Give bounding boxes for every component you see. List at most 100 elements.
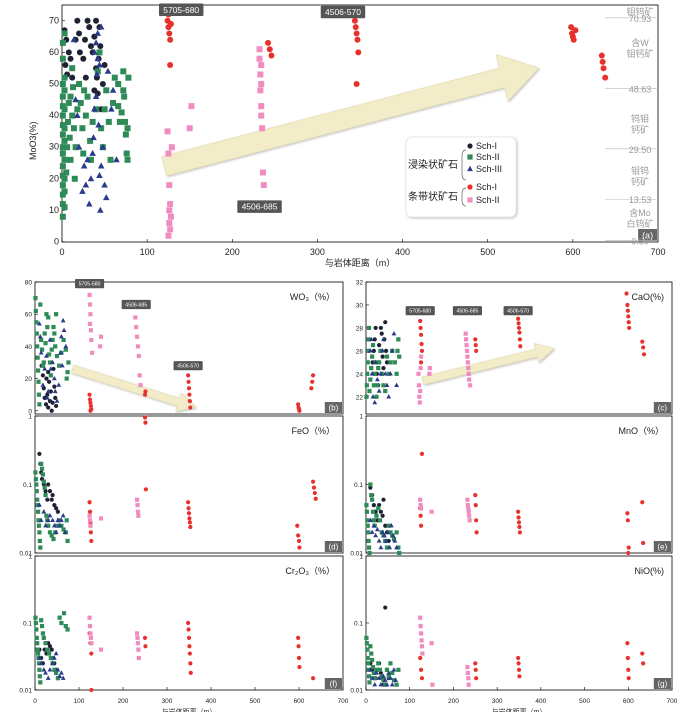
dissem-sch2-point (44, 312, 49, 317)
dissem-sch3-point (388, 523, 394, 528)
band-sch1-point (518, 344, 523, 349)
band-sch1-point (516, 520, 522, 525)
dissem-sch2-point (46, 315, 51, 320)
dissem-sch2-point (394, 530, 399, 535)
dissem-sch2-point (364, 383, 369, 388)
band-sch2-point (466, 676, 471, 681)
band-sch1-point (143, 487, 148, 492)
dissem-sch3-point (372, 399, 378, 405)
x-tick-label: 600 (565, 247, 580, 257)
plot-frame (365, 281, 673, 415)
dissem-sch2-point (57, 615, 62, 620)
band-sch2-point (467, 197, 473, 203)
panel-label: (c) (658, 404, 668, 413)
y-tick-label: 26 (356, 348, 364, 355)
dissem-sch3-point (371, 523, 377, 528)
panel-label-box (653, 402, 671, 413)
x-tick-label: 0 (59, 247, 64, 257)
dissem-sch2-point (381, 678, 386, 683)
dissem-sch3-point (59, 517, 64, 522)
band-sch1-point (355, 49, 362, 56)
dissem-sch2-point (87, 156, 94, 163)
band-sch1-point (310, 676, 316, 681)
band-sch1-point (266, 46, 273, 53)
band-sch1-point (187, 399, 192, 404)
band-sch1-point (625, 302, 630, 308)
band-sch1-point (188, 670, 193, 675)
band-sch1-point (516, 515, 521, 520)
dissem-sch1-point (46, 405, 51, 410)
dissem-sch2-point (367, 680, 372, 685)
band-sch2-point (87, 321, 93, 326)
dissem-sch2-point (35, 355, 40, 360)
sample-label: 4506-685 (242, 202, 278, 212)
dissem-sch3-point (79, 187, 86, 194)
band-sch2-point (465, 497, 470, 502)
dissem-sch2-point (61, 156, 68, 163)
panel-label: (d) (329, 543, 339, 552)
band-sch1-point (419, 341, 424, 347)
zone-boundary-value: 29.50 (629, 145, 652, 155)
dissem-sch2-point (370, 343, 376, 348)
dissem-sch2-point (70, 84, 77, 91)
dissem-sch2-point (59, 122, 66, 129)
band-sch1-point (570, 36, 577, 43)
band-sch1-point (186, 386, 192, 391)
dissem-sch2-point (49, 533, 54, 538)
dissem-sch1-point (377, 343, 382, 348)
dissem-sch3-point (45, 675, 51, 680)
band-sch1-point (626, 550, 631, 556)
dissem-sch2-point (370, 497, 375, 502)
band-sch2-point (260, 182, 267, 189)
dissem-sch2-point (46, 352, 52, 357)
band-sch2-point (136, 647, 141, 652)
dissem-sch2-point (54, 312, 59, 317)
band-sch2-point (165, 232, 172, 239)
band-sch1-point (467, 184, 473, 190)
band-sch1-point (167, 20, 174, 27)
band-sch2-point (98, 647, 104, 652)
dissem-sch2-point (123, 150, 130, 157)
dissem-sch3-point (91, 48, 98, 55)
dissem-sch3-point (372, 681, 378, 687)
dissem-sch2-point (36, 523, 42, 528)
band-sch2-point (427, 365, 432, 371)
dissem-sch1-point (69, 74, 76, 81)
dissem-sch2-point (368, 644, 373, 649)
dissem-sch3-series (37, 317, 69, 403)
dissem-sch2-point (396, 667, 401, 672)
band-sch1-point (167, 62, 174, 69)
band-sch2-point (467, 377, 472, 382)
dissem-sch1-point (93, 17, 100, 24)
dissem-sch3-point (45, 388, 51, 394)
y-tick-label: 0.01 (19, 688, 32, 695)
panel-d-iron: 0.01 0.1 1 (d) FeO（%） (19, 414, 344, 558)
dissem-sch3-point (373, 359, 379, 365)
y-tick-label: 40 (49, 110, 59, 120)
panel-label-box (324, 541, 342, 552)
dissem-sch2-point (33, 470, 38, 475)
band-sch2-series (164, 46, 267, 239)
dissem-sch2-point (55, 676, 60, 681)
band-sch1-point (89, 651, 94, 656)
dissem-sch3-point (391, 330, 397, 336)
legend-brace (461, 187, 467, 207)
band-sch1-point (186, 379, 191, 384)
dissem-sch3-point (60, 513, 66, 518)
dissem-sch3-point (394, 544, 399, 550)
dissem-sch2-point (368, 377, 373, 382)
dissem-sch2-point (35, 503, 40, 508)
sample-label-box (452, 306, 482, 316)
y-tick-label: 50 (49, 79, 59, 89)
band-sch2-point (418, 623, 423, 629)
dissem-sch2-point (59, 112, 66, 119)
dissem-sch3-point (388, 675, 393, 680)
dissem-sch1-point (52, 503, 57, 508)
dissem-sch2-point (65, 627, 70, 632)
band-sch1-point (88, 403, 93, 409)
band-sch2-point (137, 373, 142, 378)
dissem-sch1-point (41, 386, 46, 391)
dissem-sch2-point (371, 383, 376, 388)
band-sch1-point (295, 523, 300, 528)
dissem-sch2-point (397, 550, 402, 556)
